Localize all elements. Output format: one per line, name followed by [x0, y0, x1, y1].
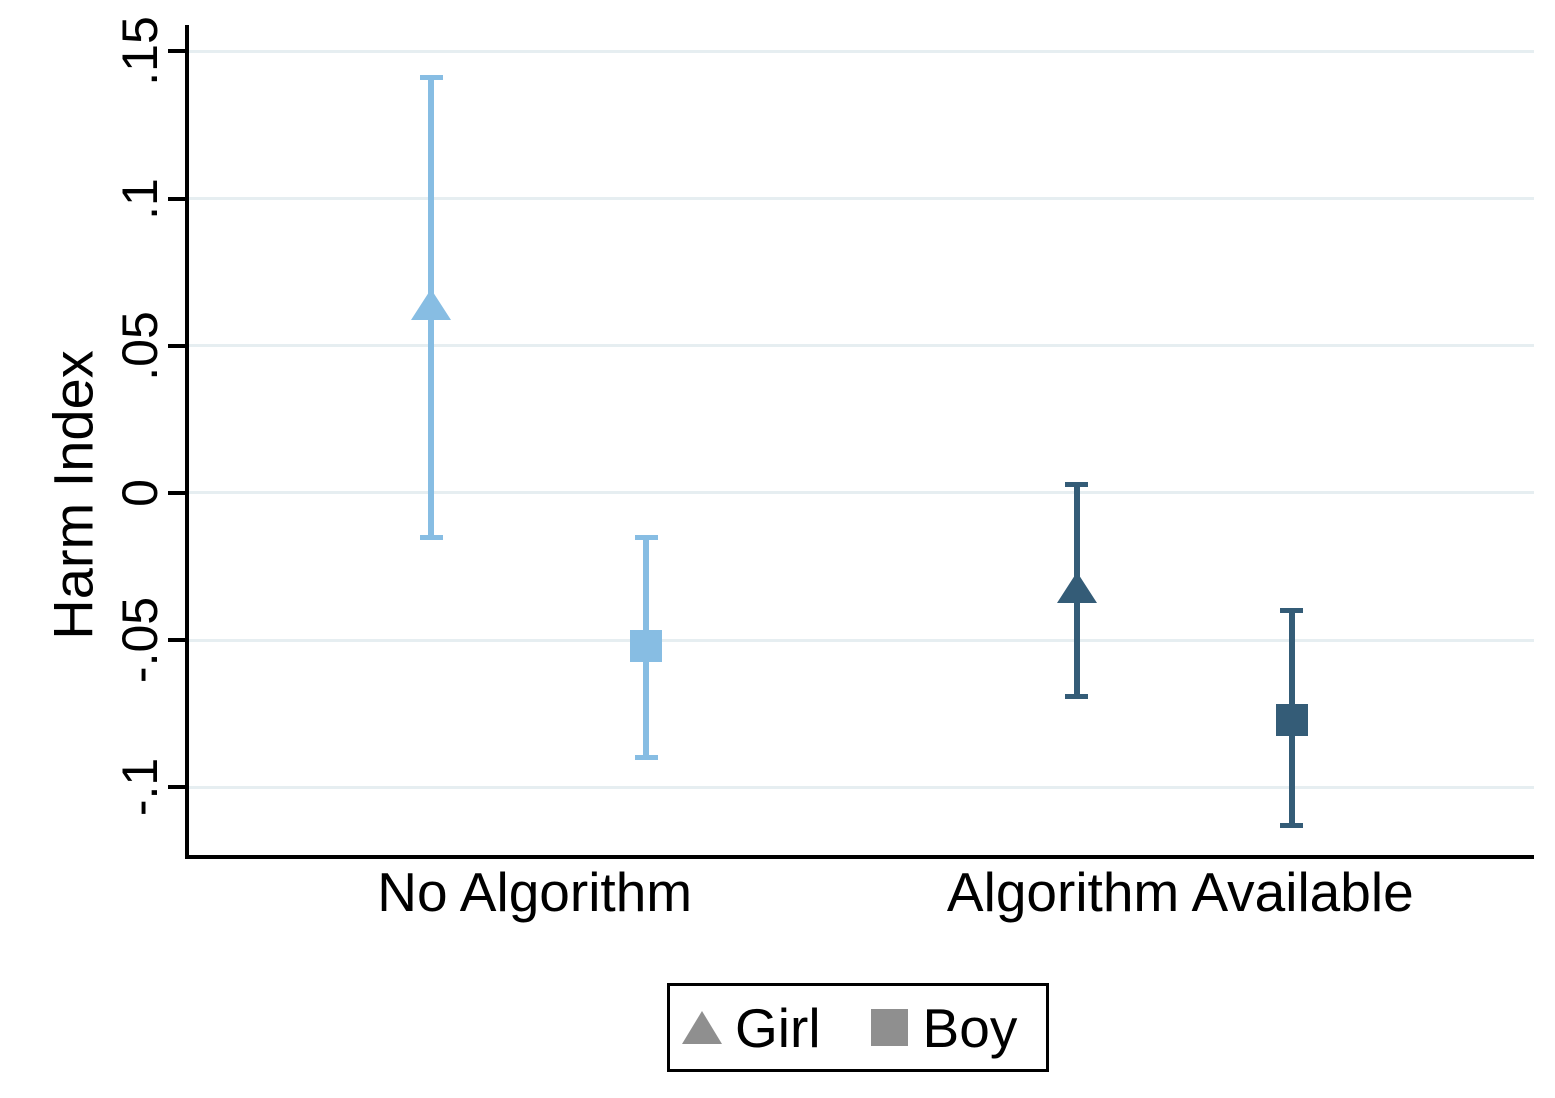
y-gridline: [189, 638, 1534, 642]
y-tick-mark: [168, 490, 185, 495]
ci-lower-cap: [1065, 693, 1089, 699]
y-gridline: [189, 785, 1534, 789]
y-tick-mark: [168, 196, 185, 201]
marker-square-boy: [630, 630, 663, 663]
marker-triangle-girl: [411, 289, 452, 321]
y-gridline: [189, 491, 1534, 495]
y-tick-label: -.05: [112, 597, 168, 684]
ci-lower-cap: [419, 534, 443, 540]
y-tick-label: 0: [112, 479, 168, 507]
legend-entry-boy: Boy: [870, 996, 1018, 1060]
legend-entry-girl: Girl: [682, 996, 821, 1060]
legend-label-boy: Boy: [922, 996, 1018, 1059]
y-tick-label: .1: [112, 177, 168, 220]
y-gridline: [189, 197, 1534, 201]
marker-square-boy: [1275, 703, 1308, 736]
x-category-label-no-algorithm: No Algorithm: [377, 861, 693, 923]
ci-upper-cap: [419, 75, 443, 81]
girl-triangle-icon: [682, 1011, 722, 1044]
y-tick-label: -.1: [112, 758, 168, 817]
x-category-label-algorithm-available: Algorithm Available: [946, 861, 1414, 923]
legend: Girl Boy: [667, 983, 1049, 1072]
y-tick-mark: [168, 785, 185, 790]
ci-lower-cap: [1280, 823, 1304, 829]
boy-square-icon: [870, 1009, 908, 1046]
y-gridline: [189, 344, 1534, 348]
ci-lower-cap: [634, 755, 658, 761]
marker-triangle-girl: [1056, 571, 1097, 603]
ci-upper-cap: [1280, 608, 1304, 614]
y-tick-label: .15: [112, 16, 168, 87]
y-tick-mark: [168, 343, 185, 348]
y-tick-mark: [168, 49, 185, 54]
y-gridline: [189, 49, 1534, 53]
legend-label-girl: Girl: [735, 996, 821, 1059]
y-tick-mark: [168, 638, 185, 643]
plot-area: .15 .1 .05 0 -.05 -.1: [112, 17, 1534, 859]
ci-upper-cap: [1065, 481, 1089, 487]
y-tick-label: .05: [112, 311, 168, 381]
ci-upper-cap: [634, 534, 658, 540]
y-axis-title: Harm Index: [41, 350, 105, 640]
